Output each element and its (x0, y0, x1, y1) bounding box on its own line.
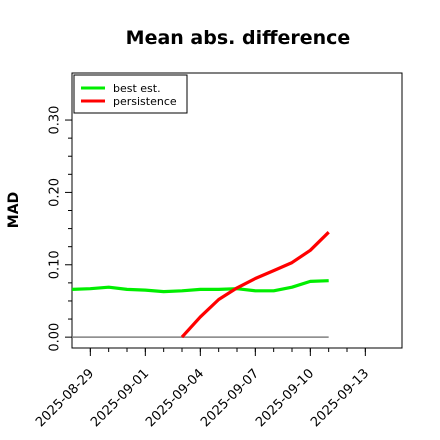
series-layer (71, 231, 330, 339)
legend: best est. persistence (73, 74, 188, 114)
x-tick-label: 2025-09-10 (253, 366, 317, 430)
y-axis-label: MAD (6, 192, 22, 228)
legend-box (73, 74, 188, 114)
x-tick-label: 2025-08-29 (33, 366, 97, 430)
legend-label-persistence: persistence (113, 95, 177, 108)
x-tick-label: 2025-09-01 (88, 366, 152, 430)
axes-layer: 0.000.100.200.302025-08-292025-09-012025… (33, 106, 372, 431)
x-tick-label: 2025-09-13 (308, 366, 372, 430)
x-tick-label: 2025-09-07 (198, 366, 262, 430)
legend-label-best-est: best est. (113, 82, 161, 95)
series-line-best-est (71, 279, 329, 294)
x-tick-label: 2025-09-04 (143, 366, 207, 430)
y-tick-label: 0.10 (48, 250, 63, 279)
series-line-persistence (180, 231, 330, 339)
y-tick-label: 0.20 (48, 178, 63, 207)
plot-frame (71, 72, 403, 349)
chart-title: Mean abs. difference (126, 27, 351, 49)
y-tick-label: 0.00 (48, 323, 63, 352)
y-tick-label: 0.30 (48, 106, 63, 135)
